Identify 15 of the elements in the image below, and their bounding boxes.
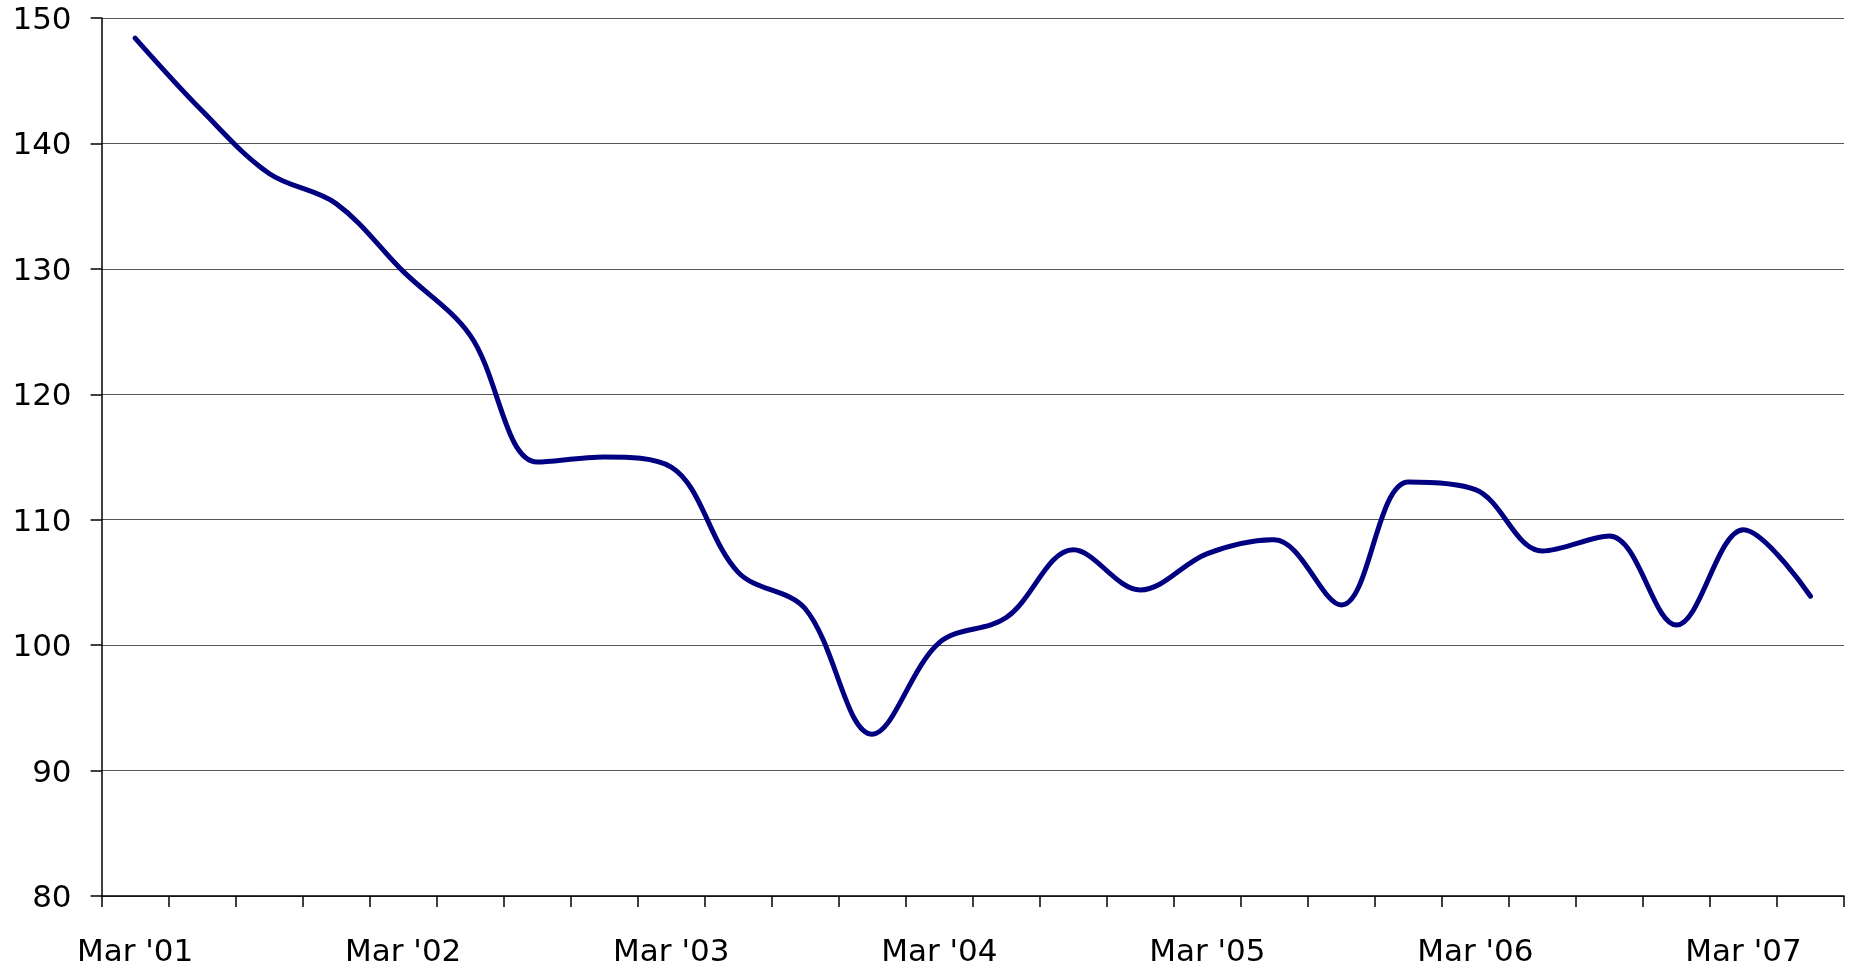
- y-tick-label: 90: [32, 752, 72, 789]
- x-tick-label: Mar '06: [1417, 931, 1534, 968]
- x-tick-label: Mar '02: [345, 931, 462, 968]
- y-tick-label: 120: [12, 376, 72, 413]
- y-tick-label: 130: [12, 250, 72, 287]
- x-tick-label: Mar '05: [1149, 931, 1266, 968]
- x-tick-label: Mar '07: [1685, 931, 1802, 968]
- y-tick-label: 100: [12, 627, 72, 664]
- y-tick-label: 150: [12, 0, 72, 36]
- y-tick-label: 140: [12, 125, 72, 162]
- y-tick-label: 110: [12, 501, 72, 538]
- x-tick-label: Mar '04: [881, 931, 998, 968]
- x-tick-label: Mar '03: [613, 931, 730, 968]
- y-tick-label: 80: [32, 878, 72, 914]
- x-tick-label: Mar '01: [76, 931, 194, 968]
